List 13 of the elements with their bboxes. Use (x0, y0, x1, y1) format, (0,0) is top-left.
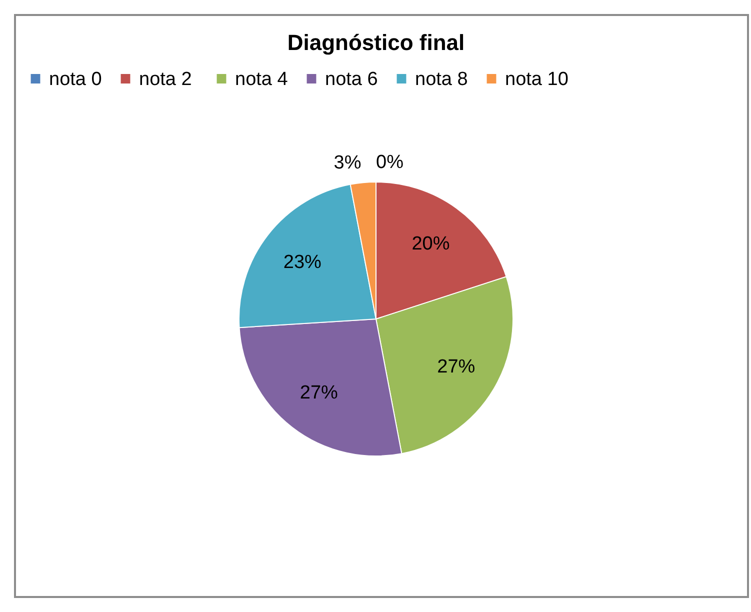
legend-label: nota 4 (235, 68, 288, 90)
data-label: 27% (300, 382, 338, 404)
chart-title: Diagnóstico final (287, 30, 465, 55)
data-label: 27% (437, 356, 476, 378)
legend-label: nota 10 (505, 68, 568, 90)
data-label: 20% (412, 234, 450, 255)
legend-label: nota 2 (139, 68, 192, 90)
data-label: 3% (334, 152, 362, 174)
legend-label: nota 0 (49, 68, 102, 90)
legend-label: nota 8 (415, 68, 468, 90)
text: 0% (376, 152, 404, 173)
data-label: 23% (283, 252, 322, 273)
legend-label: nota 6 (325, 68, 378, 90)
